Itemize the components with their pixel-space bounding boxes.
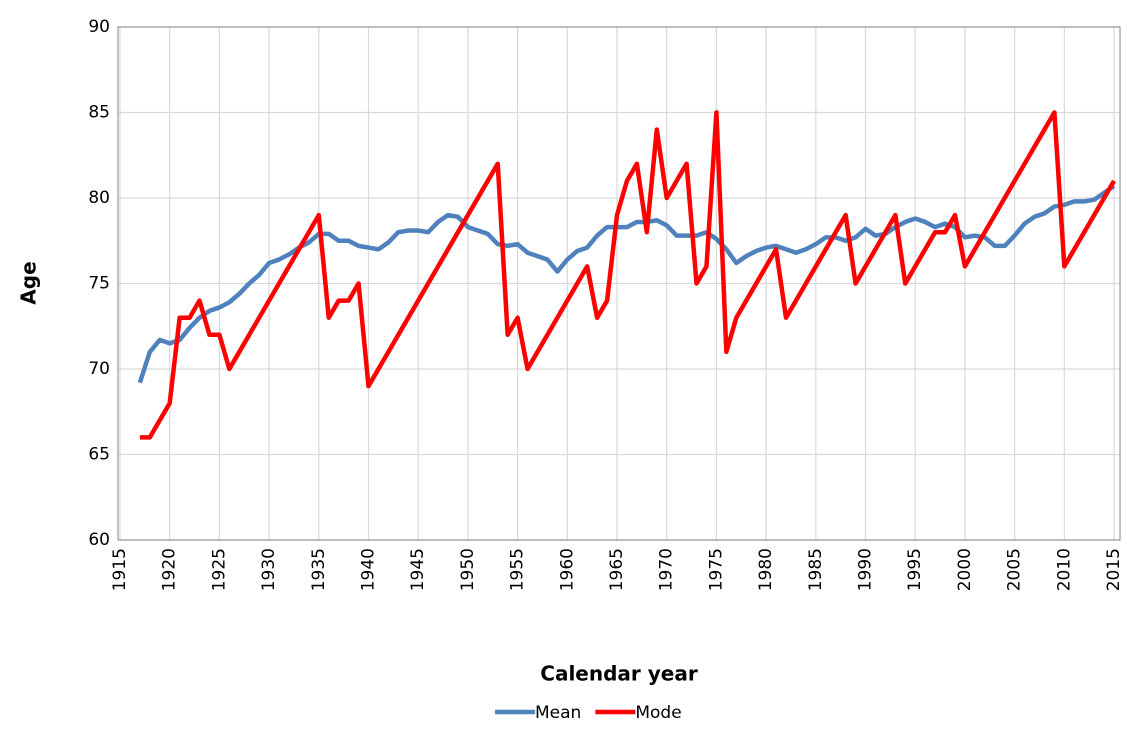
line — [137, 184, 1116, 384]
x-tick-label: 1995 — [905, 548, 925, 591]
x-tick-label: 1940 — [359, 548, 379, 591]
x-tick-label: 1965 — [607, 548, 627, 591]
legend-label: Mode — [635, 703, 681, 723]
x-tick-label: 1950 — [458, 548, 478, 591]
y-tick-label: 60 — [88, 530, 110, 550]
x-tick-label: 1945 — [408, 548, 428, 591]
legend-label: Mean — [535, 703, 581, 723]
x-axis-title: Calendar year — [540, 662, 698, 686]
x-tick-label: 1925 — [209, 548, 229, 591]
x-tick-label: 1930 — [259, 548, 279, 591]
x-tick-label: 1960 — [557, 548, 577, 591]
y-tick-label: 70 — [88, 359, 110, 379]
x-tick-label: 1935 — [309, 548, 329, 591]
y-tick-label: 65 — [88, 445, 110, 465]
x-tick-label: 1990 — [856, 548, 876, 591]
x-tick-label: 2010 — [1054, 548, 1074, 591]
y-tick-label: 90 — [88, 17, 110, 37]
x-tick-label: 1955 — [508, 548, 528, 591]
y-axis-title: Age — [17, 261, 41, 304]
line — [139, 110, 1116, 440]
plot-border — [117, 26, 1121, 541]
x-tick-label: 2015 — [1104, 548, 1124, 591]
y-tick-label: 85 — [88, 103, 110, 123]
x-tick-label: 2000 — [955, 548, 975, 591]
y-tick-label: 80 — [88, 188, 110, 208]
y-tick-label: 75 — [88, 274, 110, 294]
x-tick-label: 1985 — [806, 548, 826, 591]
x-tick-label: 1920 — [160, 548, 180, 591]
x-tick-label: 2005 — [1005, 548, 1025, 591]
x-tick-label: 1980 — [756, 548, 776, 591]
x-tick-label: 1915 — [110, 548, 130, 591]
x-tick-label: 1975 — [706, 548, 726, 591]
x-tick-label: 1970 — [657, 548, 677, 591]
